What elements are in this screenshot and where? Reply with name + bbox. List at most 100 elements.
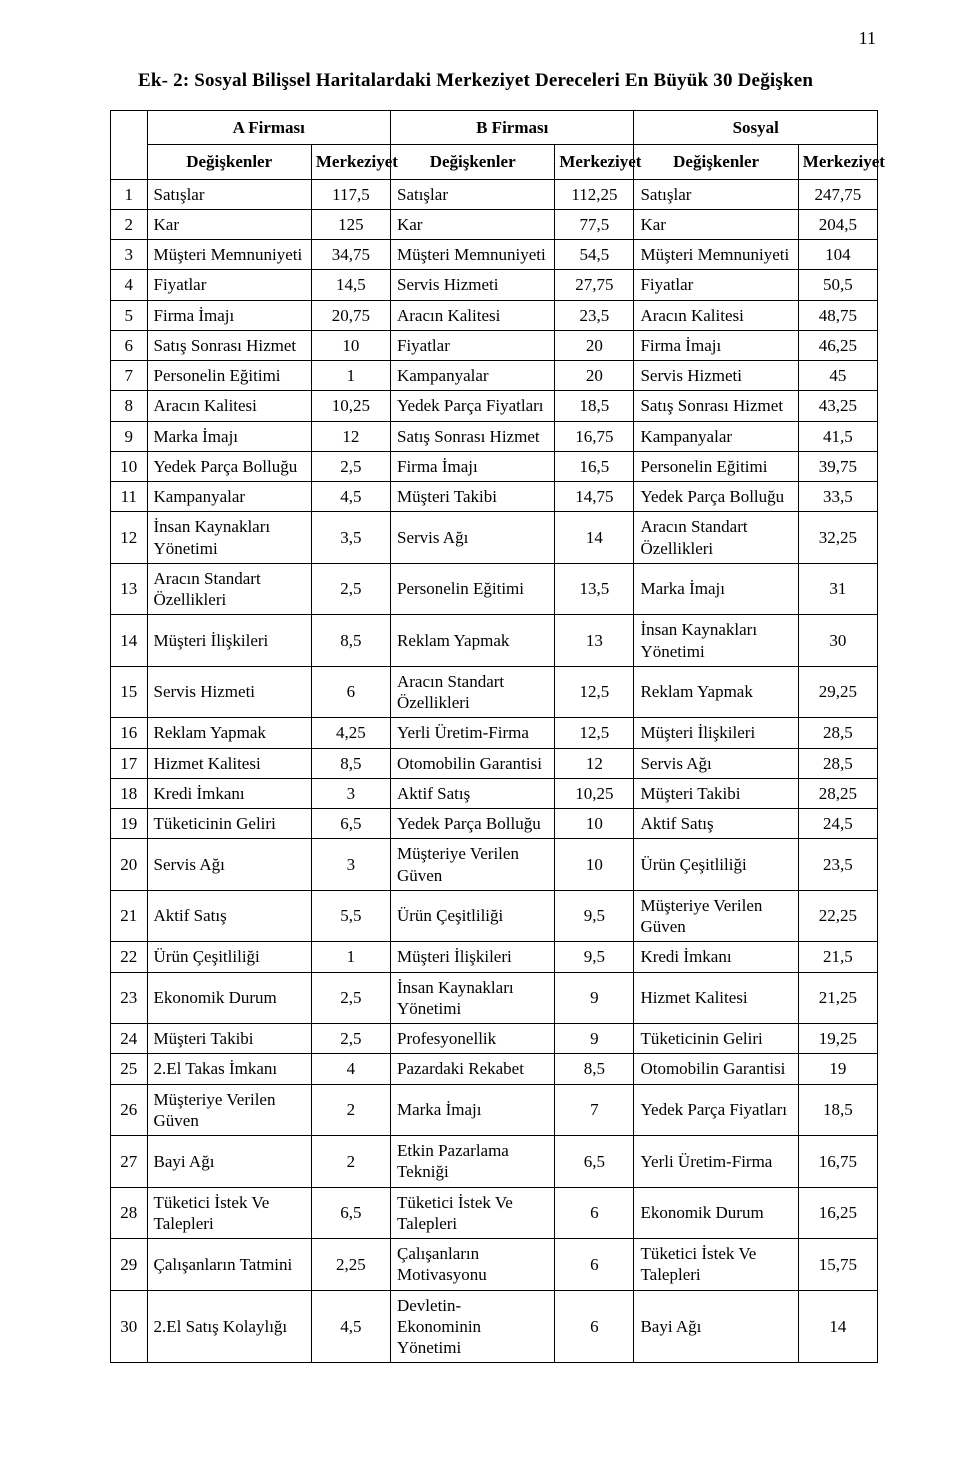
header-s-degiskenler: Değişkenler (634, 145, 798, 179)
cell-s-value: 19,25 (798, 1024, 877, 1054)
cell-a-label: Aracın Kalitesi (147, 391, 311, 421)
header-social: Sosyal (634, 111, 878, 145)
cell-s-value: 16,75 (798, 1136, 877, 1188)
cell-s-label: Reklam Yapmak (634, 666, 798, 718)
row-index: 1 (111, 179, 148, 209)
cell-a-value: 20,75 (311, 300, 390, 330)
cell-a-label: Aracın Standart Özellikleri (147, 563, 311, 615)
cell-s-value: 19 (798, 1054, 877, 1084)
table-row: 21Aktif Satış5,5Ürün Çeşitliliği9,5Müşte… (111, 890, 878, 942)
cell-s-label: Bayi Ağı (634, 1290, 798, 1363)
cell-b-value: 112,25 (555, 179, 634, 209)
cell-a-value: 2 (311, 1084, 390, 1136)
cell-b-label: Yedek Parça Fiyatları (390, 391, 554, 421)
table-row: 13Aracın Standart Özellikleri2,5Personel… (111, 563, 878, 615)
cell-a-label: Reklam Yapmak (147, 718, 311, 748)
row-index: 16 (111, 718, 148, 748)
cell-a-label: Servis Hizmeti (147, 666, 311, 718)
cell-s-label: Marka İmajı (634, 563, 798, 615)
table-row: 8Aracın Kalitesi10,25Yedek Parça Fiyatla… (111, 391, 878, 421)
cell-a-value: 6,5 (311, 809, 390, 839)
cell-b-value: 6 (555, 1290, 634, 1363)
cell-b-label: Satış Sonrası Hizmet (390, 421, 554, 451)
row-index: 6 (111, 330, 148, 360)
row-index: 12 (111, 512, 148, 564)
cell-a-label: Müşteri İlişkileri (147, 615, 311, 667)
cell-s-value: 41,5 (798, 421, 877, 451)
cell-b-value: 23,5 (555, 300, 634, 330)
cell-a-value: 117,5 (311, 179, 390, 209)
cell-s-label: Aracın Standart Özellikleri (634, 512, 798, 564)
cell-a-label: Kredi İmkanı (147, 778, 311, 808)
cell-b-label: İnsan Kaynakları Yönetimi (390, 972, 554, 1024)
table-row: 16Reklam Yapmak4,25Yerli Üretim-Firma12,… (111, 718, 878, 748)
cell-a-value: 125 (311, 209, 390, 239)
cell-b-value: 6 (555, 1187, 634, 1239)
table-row: 6Satış Sonrası Hizmet10Fiyatlar20Firma İ… (111, 330, 878, 360)
header-b-merkeziyet: Merkeziyet (555, 145, 634, 179)
cell-b-label: Tüketici İstek Ve Talepleri (390, 1187, 554, 1239)
cell-b-label: Personelin Eğitimi (390, 563, 554, 615)
cell-b-value: 9,5 (555, 890, 634, 942)
cell-s-value: 45 (798, 361, 877, 391)
cell-a-value: 3 (311, 778, 390, 808)
cell-s-value: 104 (798, 240, 877, 270)
header-firm-a: A Firması (147, 111, 390, 145)
cell-s-label: Otomobilin Garantisi (634, 1054, 798, 1084)
table-body: 1Satışlar117,5Satışlar112,25Satışlar247,… (111, 179, 878, 1363)
cell-a-label: Kar (147, 209, 311, 239)
cell-b-label: Yerli Üretim-Firma (390, 718, 554, 748)
cell-a-value: 2,5 (311, 972, 390, 1024)
table-row: 4Fiyatlar14,5Servis Hizmeti27,75Fiyatlar… (111, 270, 878, 300)
cell-b-value: 16,5 (555, 451, 634, 481)
cell-b-label: Kampanyalar (390, 361, 554, 391)
header-a-merkeziyet: Merkeziyet (311, 145, 390, 179)
cell-b-value: 20 (555, 330, 634, 360)
cell-b-value: 77,5 (555, 209, 634, 239)
cell-b-label: Firma İmajı (390, 451, 554, 481)
cell-b-label: Reklam Yapmak (390, 615, 554, 667)
cell-b-value: 7 (555, 1084, 634, 1136)
cell-b-label: Müşteriye Verilen Güven (390, 839, 554, 891)
cell-b-label: Aracın Kalitesi (390, 300, 554, 330)
header-row-group: A Firması B Firması Sosyal (111, 111, 878, 145)
cell-a-label: Müşteri Memnuniyeti (147, 240, 311, 270)
cell-s-value: 33,5 (798, 482, 877, 512)
centrality-table: A Firması B Firması Sosyal Değişkenler M… (110, 110, 878, 1363)
cell-s-label: Müşteriye Verilen Güven (634, 890, 798, 942)
cell-a-value: 4,25 (311, 718, 390, 748)
cell-a-value: 4,5 (311, 1290, 390, 1363)
row-index: 26 (111, 1084, 148, 1136)
row-index: 20 (111, 839, 148, 891)
cell-s-value: 32,25 (798, 512, 877, 564)
row-index: 4 (111, 270, 148, 300)
cell-s-value: 50,5 (798, 270, 877, 300)
cell-a-value: 3,5 (311, 512, 390, 564)
cell-s-value: 48,75 (798, 300, 877, 330)
row-index: 21 (111, 890, 148, 942)
cell-b-label: Profesyonellik (390, 1024, 554, 1054)
cell-a-value: 3 (311, 839, 390, 891)
cell-b-label: Aracın Standart Özellikleri (390, 666, 554, 718)
table-row: 5Firma İmajı20,75Aracın Kalitesi23,5Arac… (111, 300, 878, 330)
row-index: 9 (111, 421, 148, 451)
cell-s-label: Aktif Satış (634, 809, 798, 839)
cell-s-value: 29,25 (798, 666, 877, 718)
cell-s-label: Tüketicinin Geliri (634, 1024, 798, 1054)
table-row: 20Servis Ağı3Müşteriye Verilen Güven10Ür… (111, 839, 878, 891)
cell-a-label: Tüketici İstek Ve Talepleri (147, 1187, 311, 1239)
table-row: 7Personelin Eğitimi1Kampanyalar20Servis … (111, 361, 878, 391)
cell-s-value: 14 (798, 1290, 877, 1363)
header-firm-b: B Firması (390, 111, 633, 145)
header-a-degiskenler: Değişkenler (147, 145, 311, 179)
cell-s-value: 46,25 (798, 330, 877, 360)
cell-b-value: 16,75 (555, 421, 634, 451)
cell-b-value: 9 (555, 1024, 634, 1054)
cell-s-value: 28,5 (798, 748, 877, 778)
table-header: A Firması B Firması Sosyal Değişkenler M… (111, 111, 878, 180)
cell-b-label: Fiyatlar (390, 330, 554, 360)
cell-a-label: Bayi Ağı (147, 1136, 311, 1188)
row-index: 15 (111, 666, 148, 718)
cell-a-label: Tüketicinin Geliri (147, 809, 311, 839)
cell-s-label: Kampanyalar (634, 421, 798, 451)
